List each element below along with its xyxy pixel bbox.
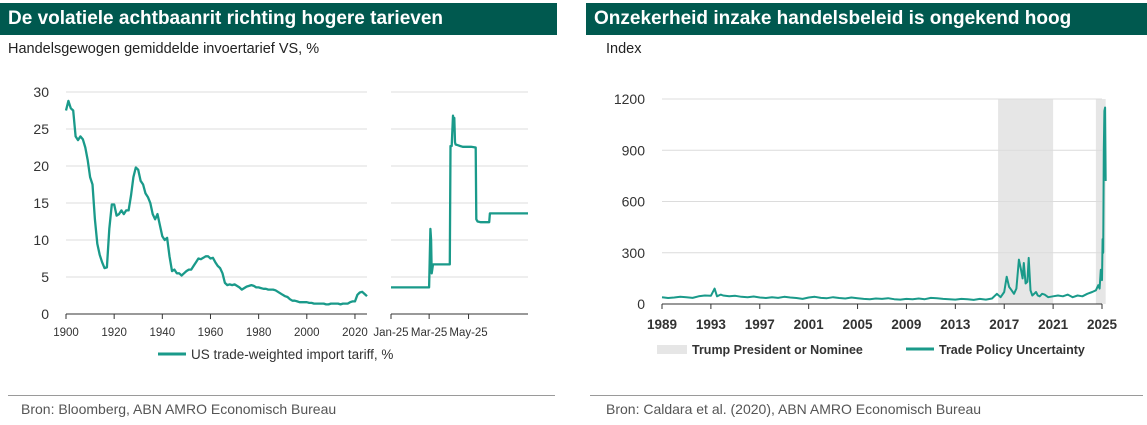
tariff-2025-series-line	[391, 114, 528, 289]
y-tick-label: 0	[637, 296, 645, 312]
y-tick-label: 30	[33, 84, 49, 100]
x-tick-label: 2000	[294, 327, 320, 339]
left-chart-panel: De volatiele achtbaanrit richting hogere…	[0, 0, 557, 425]
tariff-chart: 0 5 10 15 20 25 30 1900 1920 1940 1960 1980 2000 2020…	[33, 84, 528, 362]
legend-swatch-trump	[657, 345, 687, 354]
x-tick-label: May-25	[449, 327, 487, 339]
left-chart-title: De volatiele achtbaanrit richting hogere…	[0, 3, 557, 35]
x-tick-label: 2020	[342, 327, 368, 339]
x-tick-label: Mar-25	[411, 327, 447, 339]
legend-label-uncertainty: Trade Policy Uncertainty	[939, 343, 1085, 357]
right-chart-subtitle: Index	[606, 41, 642, 57]
x-tick-label: 1980	[246, 327, 272, 339]
y-tick-label: 1200	[614, 91, 645, 107]
y-tick-label: 900	[622, 142, 646, 158]
x-tick-label: 1900	[53, 327, 79, 339]
y-tick-label: 10	[33, 232, 49, 248]
uncertainty-chart: 0 300 600 900 1200 1989 1993 1997 2001 2005 2009 20…	[614, 91, 1118, 357]
x-tick-label: 1940	[150, 327, 176, 339]
left-source-note: Bron: Bloomberg, ABN AMRO Economisch Bur…	[21, 401, 337, 417]
right-source-divider	[590, 395, 1143, 396]
right-chart-panel: Onzekerheid inzake handelsbeleid is onge…	[586, 0, 1147, 425]
x-tick-label: 2005	[843, 317, 874, 332]
y-tick-label: 25	[33, 121, 49, 137]
right-source-note: Bron: Caldara et al. (2020), ABN AMRO Ec…	[606, 401, 982, 417]
x-tick-label: 2025	[1087, 317, 1118, 332]
left-chart-subtitle: Handelsgewogen gemiddelde invoertarief V…	[8, 41, 320, 57]
x-tick-label: 1993	[696, 317, 727, 332]
y-tick-label: 600	[622, 194, 646, 210]
x-tick-label: 1997	[745, 317, 775, 332]
y-tick-label: 0	[41, 306, 49, 322]
y-tick-label: 300	[622, 245, 646, 261]
tariff-series-line	[64, 99, 368, 306]
legend-label-tariff: US trade-weighted import tariff, %	[191, 347, 393, 362]
x-tick-label: 2021	[1038, 317, 1069, 332]
x-tick-label: 1960	[198, 327, 224, 339]
uncertainty-series-line	[661, 106, 1107, 301]
x-tick-label: 1920	[101, 327, 127, 339]
right-chart-title: Onzekerheid inzake handelsbeleid is onge…	[586, 3, 1147, 35]
x-tick-label: 2009	[891, 317, 921, 332]
y-tick-label: 15	[33, 195, 49, 211]
y-tick-label: 20	[33, 158, 49, 174]
left-source-divider	[8, 395, 555, 396]
x-tick-label: 1989	[647, 317, 677, 332]
legend-label-trump: Trump President or Nominee	[692, 343, 863, 357]
y-tick-label: 5	[41, 269, 49, 285]
x-tick-label: 2001	[794, 317, 825, 332]
x-tick-label: 2017	[989, 317, 1019, 332]
x-tick-label: 2013	[940, 317, 971, 332]
x-tick-label: Jan-25	[373, 327, 408, 339]
